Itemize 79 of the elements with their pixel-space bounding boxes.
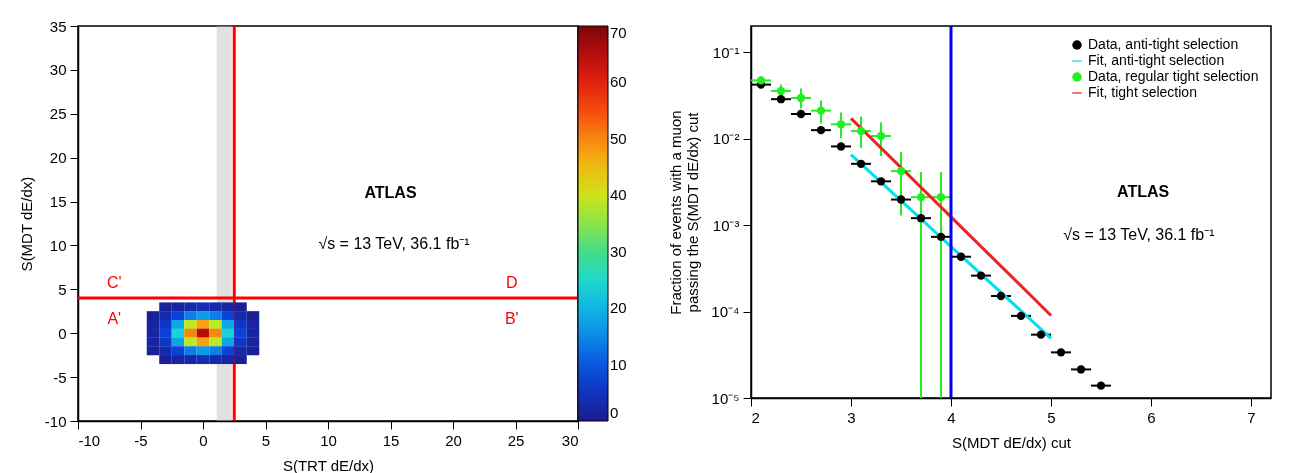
point [776, 86, 786, 96]
point [876, 177, 886, 186]
x-tick-label: 2 [751, 408, 760, 426]
point [996, 291, 1006, 301]
point [936, 192, 946, 202]
point [836, 120, 846, 129]
point [936, 232, 946, 242]
color-bar-label: 40 [610, 186, 627, 204]
annotation: ATLAS [1117, 183, 1170, 201]
point [1036, 330, 1046, 339]
x-tick-label: 3 [847, 408, 856, 426]
point [756, 76, 766, 85]
x-tick-label: 6 [1147, 408, 1156, 426]
annotation: D [505, 274, 518, 292]
point [816, 125, 826, 135]
legend-label: Fit, tight selection [1088, 84, 1197, 100]
y-tick-label: 5 [58, 280, 67, 298]
x-tick-label: 5 [261, 431, 271, 449]
point [956, 252, 966, 261]
point [1096, 381, 1106, 390]
point [976, 271, 986, 280]
y-tick-label: 10⁻³ [712, 216, 740, 234]
x-tick-label: 25 [507, 431, 525, 449]
annotation: A' [107, 310, 122, 328]
point [896, 195, 906, 204]
y-axis-title: S(MDT dE/dx) [17, 176, 35, 272]
y-axis-title: Fraction of events with a muon passing the S(MDT dE/dx) cut [667, 110, 702, 315]
point [1076, 365, 1086, 374]
point [876, 131, 886, 141]
color-bar-label: 70 [610, 24, 627, 41]
legend-label: Data, anti-tight selection [1088, 36, 1239, 52]
x-tick-label: -10 [78, 431, 101, 449]
y-tick-label: 10⁻⁴ [711, 303, 740, 321]
point [816, 106, 826, 115]
y-tick-label: -5 [53, 368, 67, 386]
y-tick-label: 25 [49, 105, 67, 123]
y-tick-label: 20 [49, 149, 67, 167]
x-tick-label: 30 [561, 431, 579, 449]
color-bar-label: 20 [610, 299, 627, 317]
x-tick-label: 5 [1047, 408, 1056, 426]
y-tick-label: 35 [49, 17, 67, 35]
x-tick-label: 7 [1247, 408, 1256, 426]
legend-label: Fit, anti-tight selection [1088, 52, 1225, 68]
x-tick-label: 15 [382, 431, 400, 449]
x-tick-label: 20 [445, 431, 462, 449]
x-axis-title: S(MDT dE/dx) cut [952, 433, 1072, 451]
y-tick-label: 10⁻¹ [712, 43, 740, 61]
legend-label: Data, regular tight selection [1088, 68, 1259, 84]
point [796, 93, 806, 103]
color-bar-label: 50 [610, 129, 627, 147]
x-tick-label: 10 [320, 431, 337, 449]
annotation: ATLAS [364, 183, 417, 201]
annotation: B' [504, 310, 519, 328]
color-bar-label: 60 [610, 73, 627, 91]
x-tick-label: 0 [199, 431, 208, 449]
point [1016, 311, 1026, 321]
y-tick-label: 30 [49, 61, 67, 79]
point [856, 159, 866, 168]
color-bar-label: 10 [610, 355, 627, 373]
annotation: √s = 13 TeV, 36.1 fb⁻¹ [1063, 226, 1215, 244]
point [916, 192, 926, 202]
point [916, 213, 926, 223]
point [836, 142, 846, 151]
annotation: √s = 13 TeV, 36.1 fb⁻¹ [318, 234, 470, 252]
point [796, 109, 806, 119]
x-tick-label: -5 [134, 431, 148, 449]
annotation: C' [106, 274, 122, 292]
x-tick-label: 4 [947, 408, 956, 426]
point [896, 166, 906, 176]
y-tick-label: 10 [49, 236, 67, 254]
point [1056, 348, 1066, 357]
y-tick-label: 0 [58, 324, 67, 342]
y-tick-label: 10⁻² [712, 130, 740, 148]
point [776, 95, 786, 104]
x-axis-title: S(TRT dE/dx) [282, 456, 375, 473]
y-tick-label: 15 [49, 193, 67, 211]
y-tick-label: 10⁻⁵ [711, 389, 740, 407]
color-bar-label: 30 [610, 242, 627, 260]
point [856, 126, 866, 136]
